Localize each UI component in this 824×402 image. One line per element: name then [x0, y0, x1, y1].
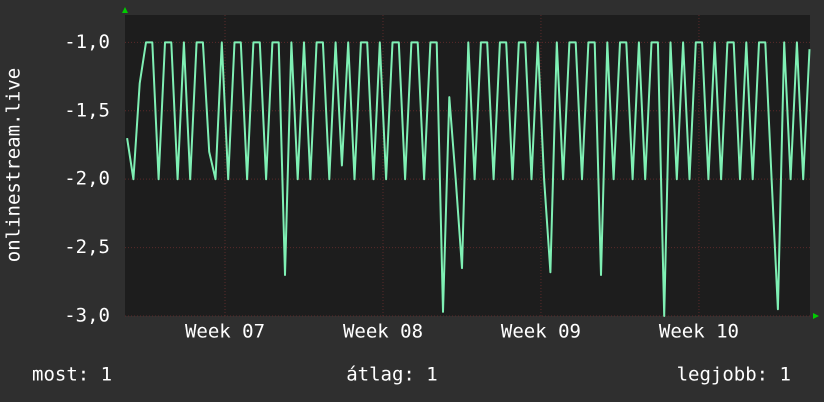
series-line [126, 41, 811, 317]
x-tick-label: Week 09 [501, 321, 581, 343]
y-tick-label: -2,5 [64, 236, 110, 258]
stat-current: most: 1 [32, 364, 112, 386]
x-tick-label: Week 07 [185, 321, 265, 343]
stat-average: átlag: 1 [346, 364, 438, 386]
y-axis-label: onlinestream.live [3, 68, 25, 262]
y-tick-label: -1,0 [64, 31, 110, 53]
axis-arrow [122, 7, 128, 13]
x-tick-label: Week 10 [659, 321, 739, 343]
y-tick-label: -1,5 [64, 99, 110, 121]
axis-arrow [813, 313, 819, 319]
x-tick-label: Week 08 [343, 321, 423, 343]
y-tick-label: -2,0 [64, 168, 110, 190]
stat-max: legjobb: 1 [677, 364, 791, 386]
y-tick-label: -3,0 [64, 305, 110, 327]
